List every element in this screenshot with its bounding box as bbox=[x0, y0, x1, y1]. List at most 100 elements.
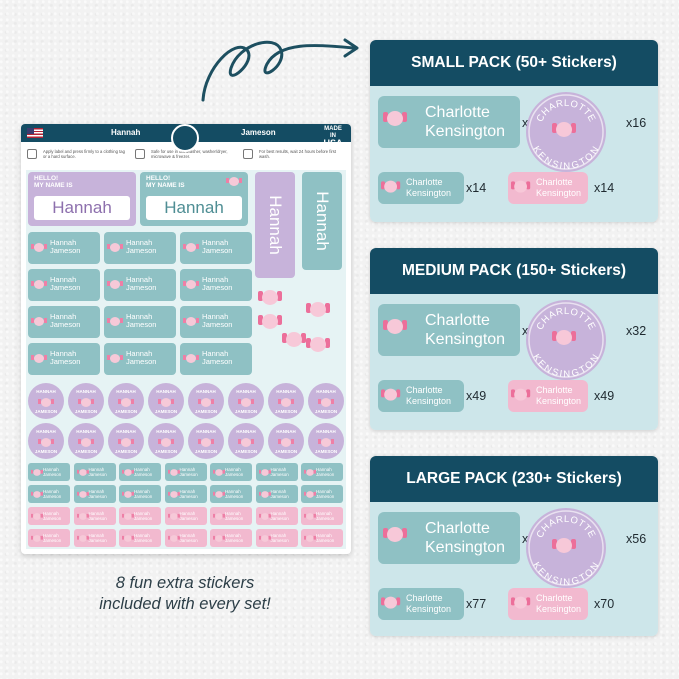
sheet-small-label: Hannah Jameson bbox=[73, 507, 116, 525]
small-name-label-pink: Charlotte Kensington bbox=[508, 380, 588, 412]
sheet-small-label: Hannah Jameson bbox=[255, 529, 298, 547]
pack-title: LARGE PACK (230+ Stickers) bbox=[370, 456, 658, 502]
axolotl-icon bbox=[107, 241, 123, 254]
sheet-name-label: Hannah Jameson bbox=[180, 232, 252, 264]
axolotl-icon bbox=[107, 315, 123, 328]
axolotl-icon bbox=[107, 278, 123, 291]
sheet-round-label: HANNAH JAMESON bbox=[308, 423, 344, 459]
sheet-round-label: HANNAH JAMESON bbox=[68, 423, 104, 459]
sheet-small-label: Hannah Jameson bbox=[301, 463, 343, 481]
shirt-icon bbox=[27, 149, 37, 159]
sheet-name-label: Hannah Jameson bbox=[104, 306, 176, 338]
sheet-small-label: Hannah Jameson bbox=[73, 485, 116, 503]
axolotl-icon bbox=[198, 396, 214, 409]
axolotl-icon bbox=[31, 278, 47, 291]
axolotl-icon bbox=[238, 436, 254, 449]
dishwasher-icon bbox=[135, 149, 145, 159]
axolotl-icon bbox=[158, 396, 174, 409]
sheet-small-label: Hannah Jameson bbox=[119, 507, 161, 525]
axolotl-icon bbox=[552, 536, 576, 556]
small-name-label-teal: Charlotte Kensington bbox=[378, 588, 464, 620]
dinosaur-logo-icon bbox=[171, 124, 199, 152]
small-name-label-teal: Charlotte Kensington bbox=[378, 172, 464, 204]
sheet-small-label: Hannah Jameson bbox=[164, 485, 207, 503]
hello-label-lavender: HELLO! MY NAME IS Hannah bbox=[28, 172, 136, 226]
axolotl-icon bbox=[278, 396, 294, 409]
medium-pack-card: MEDIUM PACK (150+ Stickers) Charlotte Ken… bbox=[370, 248, 658, 430]
sheet-name-label: Hannah Jameson bbox=[28, 343, 100, 375]
svg-text:KENSINGTON: KENSINGTON bbox=[530, 560, 602, 588]
pack-title: SMALL PACK (50+ Stickers) bbox=[370, 40, 658, 86]
svg-text:KENSINGTON: KENSINGTON bbox=[530, 352, 602, 380]
small-pink-quantity: x14 bbox=[594, 181, 615, 195]
sheet-small-label: Hannah Jameson bbox=[119, 485, 161, 503]
clock-icon bbox=[243, 149, 253, 159]
svg-text:KENSINGTON: KENSINGTON bbox=[530, 144, 602, 172]
sheet-header-first-name: Hannah bbox=[111, 128, 141, 137]
sheet-round-label: HANNAH JAMESON bbox=[68, 383, 104, 419]
axolotl-icon bbox=[78, 436, 94, 449]
sheet-small-label: Hannah Jameson bbox=[210, 529, 252, 547]
sheet-name-label: Hannah Jameson bbox=[28, 306, 100, 338]
round-name-label: CHARLOTTE KENSINGTON bbox=[526, 92, 606, 172]
round-label-text: CHARLOTTE KENSINGTON bbox=[528, 302, 604, 380]
sheet-small-label: Hannah Jameson bbox=[119, 529, 161, 547]
sheet-small-label: Hannah Jameson bbox=[301, 485, 343, 503]
sheet-round-label: HANNAH JAMESON bbox=[108, 383, 144, 419]
sheet-name-label: Hannah Jameson bbox=[28, 269, 100, 301]
axolotl-icon bbox=[318, 396, 334, 409]
large-name-label: Charlotte Kensington bbox=[378, 512, 520, 564]
axolotl-icon bbox=[552, 328, 576, 348]
sheet-name-label: Hannah Jameson bbox=[180, 306, 252, 338]
axolotl-icon bbox=[511, 179, 531, 195]
vertical-name-label: Hannah bbox=[255, 172, 295, 278]
sheet-header-last-name: Jameson bbox=[241, 128, 276, 137]
small-teal-quantity: x77 bbox=[466, 597, 487, 611]
axolotl-icon bbox=[38, 396, 54, 409]
axolotl-icon bbox=[31, 512, 43, 522]
axolotl-icon bbox=[76, 534, 89, 544]
axolotl-icon bbox=[31, 241, 47, 254]
axolotl-icon bbox=[118, 436, 134, 449]
axolotl-icon bbox=[304, 534, 316, 544]
axolotl-icon bbox=[213, 512, 225, 522]
axolotl-icon bbox=[304, 490, 316, 500]
sheet-small-label: Hannah Jameson bbox=[28, 529, 70, 547]
axolotl-icon bbox=[511, 595, 531, 611]
sheet-name-label: Hannah Jameson bbox=[104, 343, 176, 375]
sheet-name-label: Hannah Jameson bbox=[104, 232, 176, 264]
axolotl-sticker bbox=[282, 330, 306, 350]
axolotl-sticker bbox=[306, 335, 330, 355]
us-flag-icon bbox=[27, 128, 43, 138]
sheet-small-label: Hannah Jameson bbox=[28, 463, 70, 481]
axolotl-icon bbox=[183, 278, 199, 291]
sheet-round-label: HANNAH JAMESON bbox=[228, 423, 264, 459]
axolotl-icon bbox=[238, 396, 254, 409]
round-label-text: CHARLOTTE KENSINGTON bbox=[528, 94, 604, 172]
sheet-round-label: HANNAH JAMESON bbox=[228, 383, 264, 419]
sheet-round-label: HANNAH JAMESON bbox=[188, 383, 224, 419]
axolotl-icon bbox=[76, 512, 89, 522]
axolotl-icon bbox=[167, 468, 180, 478]
axolotl-icon bbox=[381, 387, 401, 403]
axolotl-icon bbox=[31, 352, 47, 365]
sheet-small-label: Hannah Jameson bbox=[255, 507, 298, 525]
axolotl-icon bbox=[38, 436, 54, 449]
sheet-small-label: Hannah Jameson bbox=[28, 507, 70, 525]
sheet-small-label: Hannah Jameson bbox=[28, 485, 70, 503]
sheet-name-label: Hannah Jameson bbox=[180, 269, 252, 301]
sticker-sheet: Hannah Jameson MADE IN USA Apply label a… bbox=[21, 124, 351, 554]
round-name-label: CHARLOTTE KENSINGTON bbox=[526, 300, 606, 380]
axolotl-icon bbox=[304, 468, 316, 478]
axolotl-icon bbox=[381, 595, 401, 611]
small-pack-card: SMALL PACK (50+ Stickers) Charlotte Kensi… bbox=[370, 40, 658, 222]
sheet-round-label: HANNAH JAMESON bbox=[268, 423, 304, 459]
axolotl-sticker bbox=[306, 300, 330, 320]
hello-label-teal: HELLO! MY NAME IS Hannah bbox=[140, 172, 248, 226]
axolotl-icon bbox=[183, 241, 199, 254]
axolotl-icon bbox=[167, 490, 180, 500]
sheet-round-label: HANNAH JAMESON bbox=[308, 383, 344, 419]
axolotl-icon bbox=[213, 534, 225, 544]
small-pink-quantity: x49 bbox=[594, 389, 615, 403]
